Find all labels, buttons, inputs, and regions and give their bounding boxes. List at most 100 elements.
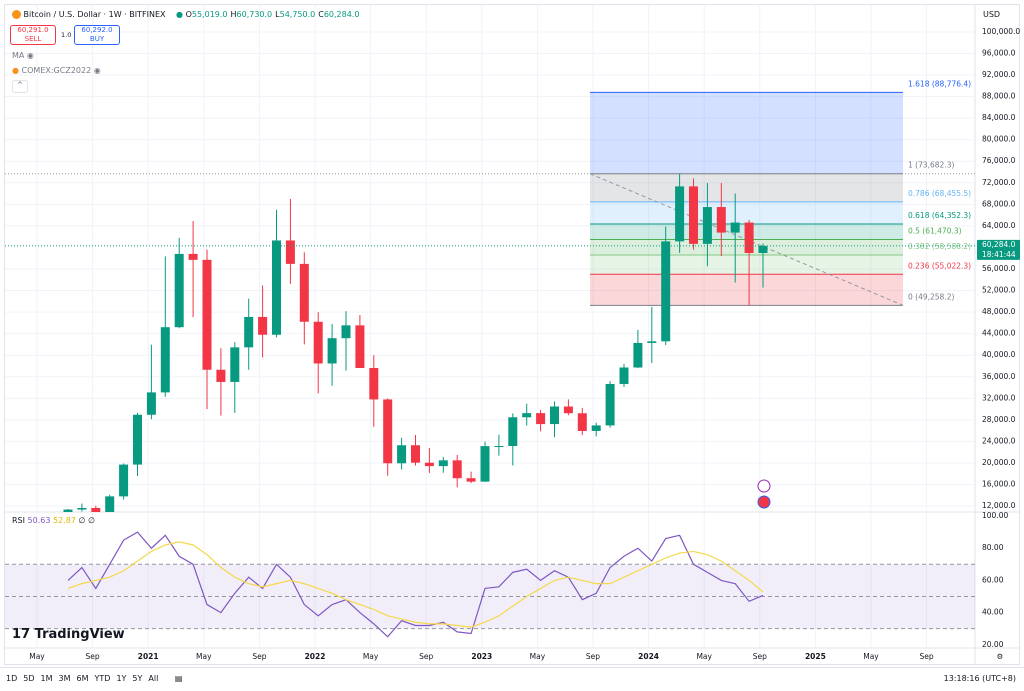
- candle-body: [716, 207, 726, 233]
- ohlc-value: 60,284.0: [323, 10, 360, 19]
- candle-body: [661, 241, 671, 342]
- fib-label: 0.382 (58,588.2): [908, 242, 971, 251]
- timeframe-button[interactable]: 5D: [23, 674, 35, 683]
- timeframe-button[interactable]: 5Y: [132, 674, 143, 683]
- currency[interactable]: USD: [983, 10, 1001, 19]
- rsi-value: 50.63: [27, 516, 51, 525]
- last-price-badge: [977, 239, 1020, 260]
- candle-body: [466, 478, 476, 482]
- calendar-icon[interactable]: ▤: [174, 674, 183, 683]
- y-tick-label: 64,000.0: [982, 221, 1016, 230]
- candle-body: [675, 186, 685, 242]
- timeframe-button[interactable]: 1Y: [116, 674, 127, 683]
- y-tick-label: 88,000.0: [982, 92, 1016, 101]
- candle-body: [77, 507, 87, 510]
- status-dot: ●: [176, 10, 184, 19]
- timeframe-button[interactable]: 6M: [76, 674, 89, 683]
- candle-body: [105, 496, 115, 512]
- candle-body: [438, 460, 448, 467]
- candle-body: [216, 369, 226, 382]
- y-tick-label: 100,000.0: [982, 27, 1020, 36]
- rsi-tick-label: 40.00: [982, 608, 1004, 617]
- y-tick-label: 20,000.0: [982, 458, 1016, 467]
- candle-body: [133, 414, 142, 465]
- timeframe-button[interactable]: 1M: [40, 674, 53, 683]
- y-tick-label: 84,000.0: [982, 113, 1016, 122]
- pane-border: [4, 4, 1020, 665]
- candle-body: [299, 263, 309, 322]
- indicator-compare[interactable]: ● COMEX:GCZ2022 ◉: [12, 66, 101, 75]
- logo-text: TradingView: [34, 627, 125, 642]
- ohlc-key: O: [185, 10, 192, 19]
- y-tick-label: 48,000.0: [982, 307, 1016, 316]
- candle-body: [272, 240, 281, 335]
- y-tick-label: 16,000.0: [982, 480, 1016, 489]
- candle-body: [244, 316, 254, 348]
- fib-label: 0.618 (64,352.3): [908, 211, 971, 220]
- candle-body: [702, 207, 712, 244]
- y-tick-label: 80,000.0: [982, 135, 1016, 144]
- ohlc-value: 60,730.0: [236, 10, 273, 19]
- buy-button[interactable]: 60,292.0 BUY: [74, 25, 120, 45]
- candle-body: [536, 413, 546, 425]
- timeframe-button[interactable]: 3M: [58, 674, 71, 683]
- candle-body: [619, 367, 629, 384]
- candle-body: [146, 392, 156, 415]
- x-tick-label: Sep: [252, 652, 266, 661]
- sell-button[interactable]: 60,291.0 SELL: [10, 25, 56, 45]
- countdown: 18:41:44: [982, 250, 1016, 259]
- timeframe-button[interactable]: 1D: [6, 674, 18, 683]
- candle-body: [313, 321, 323, 364]
- ohlc-value: 54,750.0: [279, 10, 316, 19]
- candle-body: [258, 316, 268, 335]
- rsi-title: RSI: [12, 516, 25, 525]
- y-tick-label: 36,000.0: [982, 372, 1016, 381]
- candle-body: [508, 417, 518, 446]
- bottom-toolbar: 1D 5D 1M 3M 6M YTD 1Y 5Y All ▤ 13:18:16 (UTC+8): [0, 667, 1024, 691]
- quantity: 1.0: [61, 31, 72, 39]
- candle-body: [730, 222, 740, 233]
- y-tick-label: 92,000.0: [982, 70, 1016, 79]
- timeframes: 1D 5D 1M 3M 6M YTD 1Y 5Y All: [0, 674, 158, 683]
- rsi-tick-label: 100.00: [982, 511, 1008, 520]
- logo: 17 TradingView: [12, 627, 125, 642]
- x-tick-label: May: [863, 652, 879, 661]
- rsi-line: [67, 541, 764, 628]
- sell-label: SELL: [24, 35, 42, 43]
- y-tick-label: 44,000.0: [982, 329, 1016, 338]
- x-tick-label: 2021: [138, 652, 159, 661]
- candle-body: [424, 462, 434, 467]
- candle-body: [480, 446, 490, 482]
- timeframe-button[interactable]: YTD: [94, 674, 111, 683]
- candle-body: [188, 253, 198, 260]
- candle-body: [744, 222, 754, 254]
- x-tick-label: May: [29, 652, 45, 661]
- rsi-ma-value: 52.87: [53, 516, 76, 525]
- fib-zone: [590, 255, 903, 275]
- fib-zone: [590, 201, 903, 225]
- collapse-button[interactable]: ^: [12, 80, 28, 93]
- y-tick-label: 32,000.0: [982, 393, 1016, 402]
- chart: 12,000.0 16,000.0 20,000.0 24,000.0 28,000.0…: [4, 4, 1020, 665]
- candle-body: [522, 413, 532, 418]
- candle-body: [494, 445, 504, 447]
- candle-body: [202, 259, 212, 370]
- timeframe-button[interactable]: All: [148, 674, 159, 683]
- eye-icon: ◉: [93, 66, 101, 75]
- settings-icon: ⚙: [997, 652, 1004, 661]
- y-tick-label: 68,000.0: [982, 199, 1016, 208]
- candle-body: [341, 325, 351, 339]
- fib-zone: [590, 274, 903, 306]
- fib-label: 0.786 (68,455.5): [908, 189, 971, 198]
- candle-body: [383, 399, 393, 464]
- indicator-ma[interactable]: MA ◉: [12, 51, 34, 60]
- ohlc-key: L: [275, 10, 280, 19]
- indicator-name: COMEX:GCZ2022: [21, 66, 92, 75]
- x-tick-label: Sep: [753, 652, 767, 661]
- x-tick-label: 2022: [305, 652, 326, 661]
- candle-body: [647, 341, 657, 343]
- eye-icon: ◉: [26, 51, 34, 60]
- y-tick-label: 96,000.0: [982, 48, 1016, 57]
- rsi-tick-label: 80.00: [982, 543, 1004, 552]
